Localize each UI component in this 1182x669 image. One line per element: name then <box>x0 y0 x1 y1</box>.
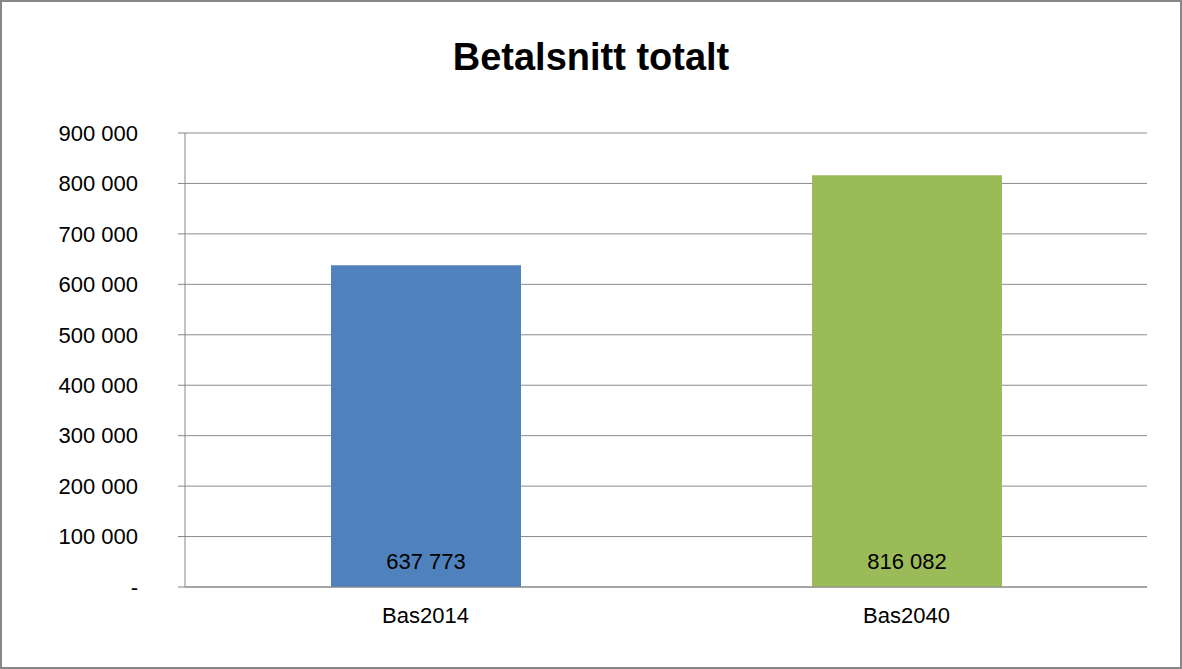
svg-text:700 000: 700 000 <box>58 222 138 247</box>
svg-text:800 000: 800 000 <box>58 171 138 196</box>
svg-text:816 082: 816 082 <box>867 549 947 574</box>
svg-text:600 000: 600 000 <box>58 272 138 297</box>
html-text:Betalsnitt totalt: Betalsnitt totalt <box>452 36 730 78</box>
svg-text:900 000: 900 000 <box>58 121 138 146</box>
svg-text:500 000: 500 000 <box>58 323 138 348</box>
svg-text:200 000: 200 000 <box>58 474 138 499</box>
svg-text:Bas2014: Bas2014 <box>382 603 469 628</box>
svg-text:100 000: 100 000 <box>58 524 138 549</box>
svg-text:300 000: 300 000 <box>58 423 138 448</box>
svg-text:Bas2040: Bas2040 <box>863 603 950 628</box>
svg-text:400 000: 400 000 <box>58 373 138 398</box>
svg-text:-: - <box>131 575 138 600</box>
svg-text:637 773: 637 773 <box>386 549 466 574</box>
